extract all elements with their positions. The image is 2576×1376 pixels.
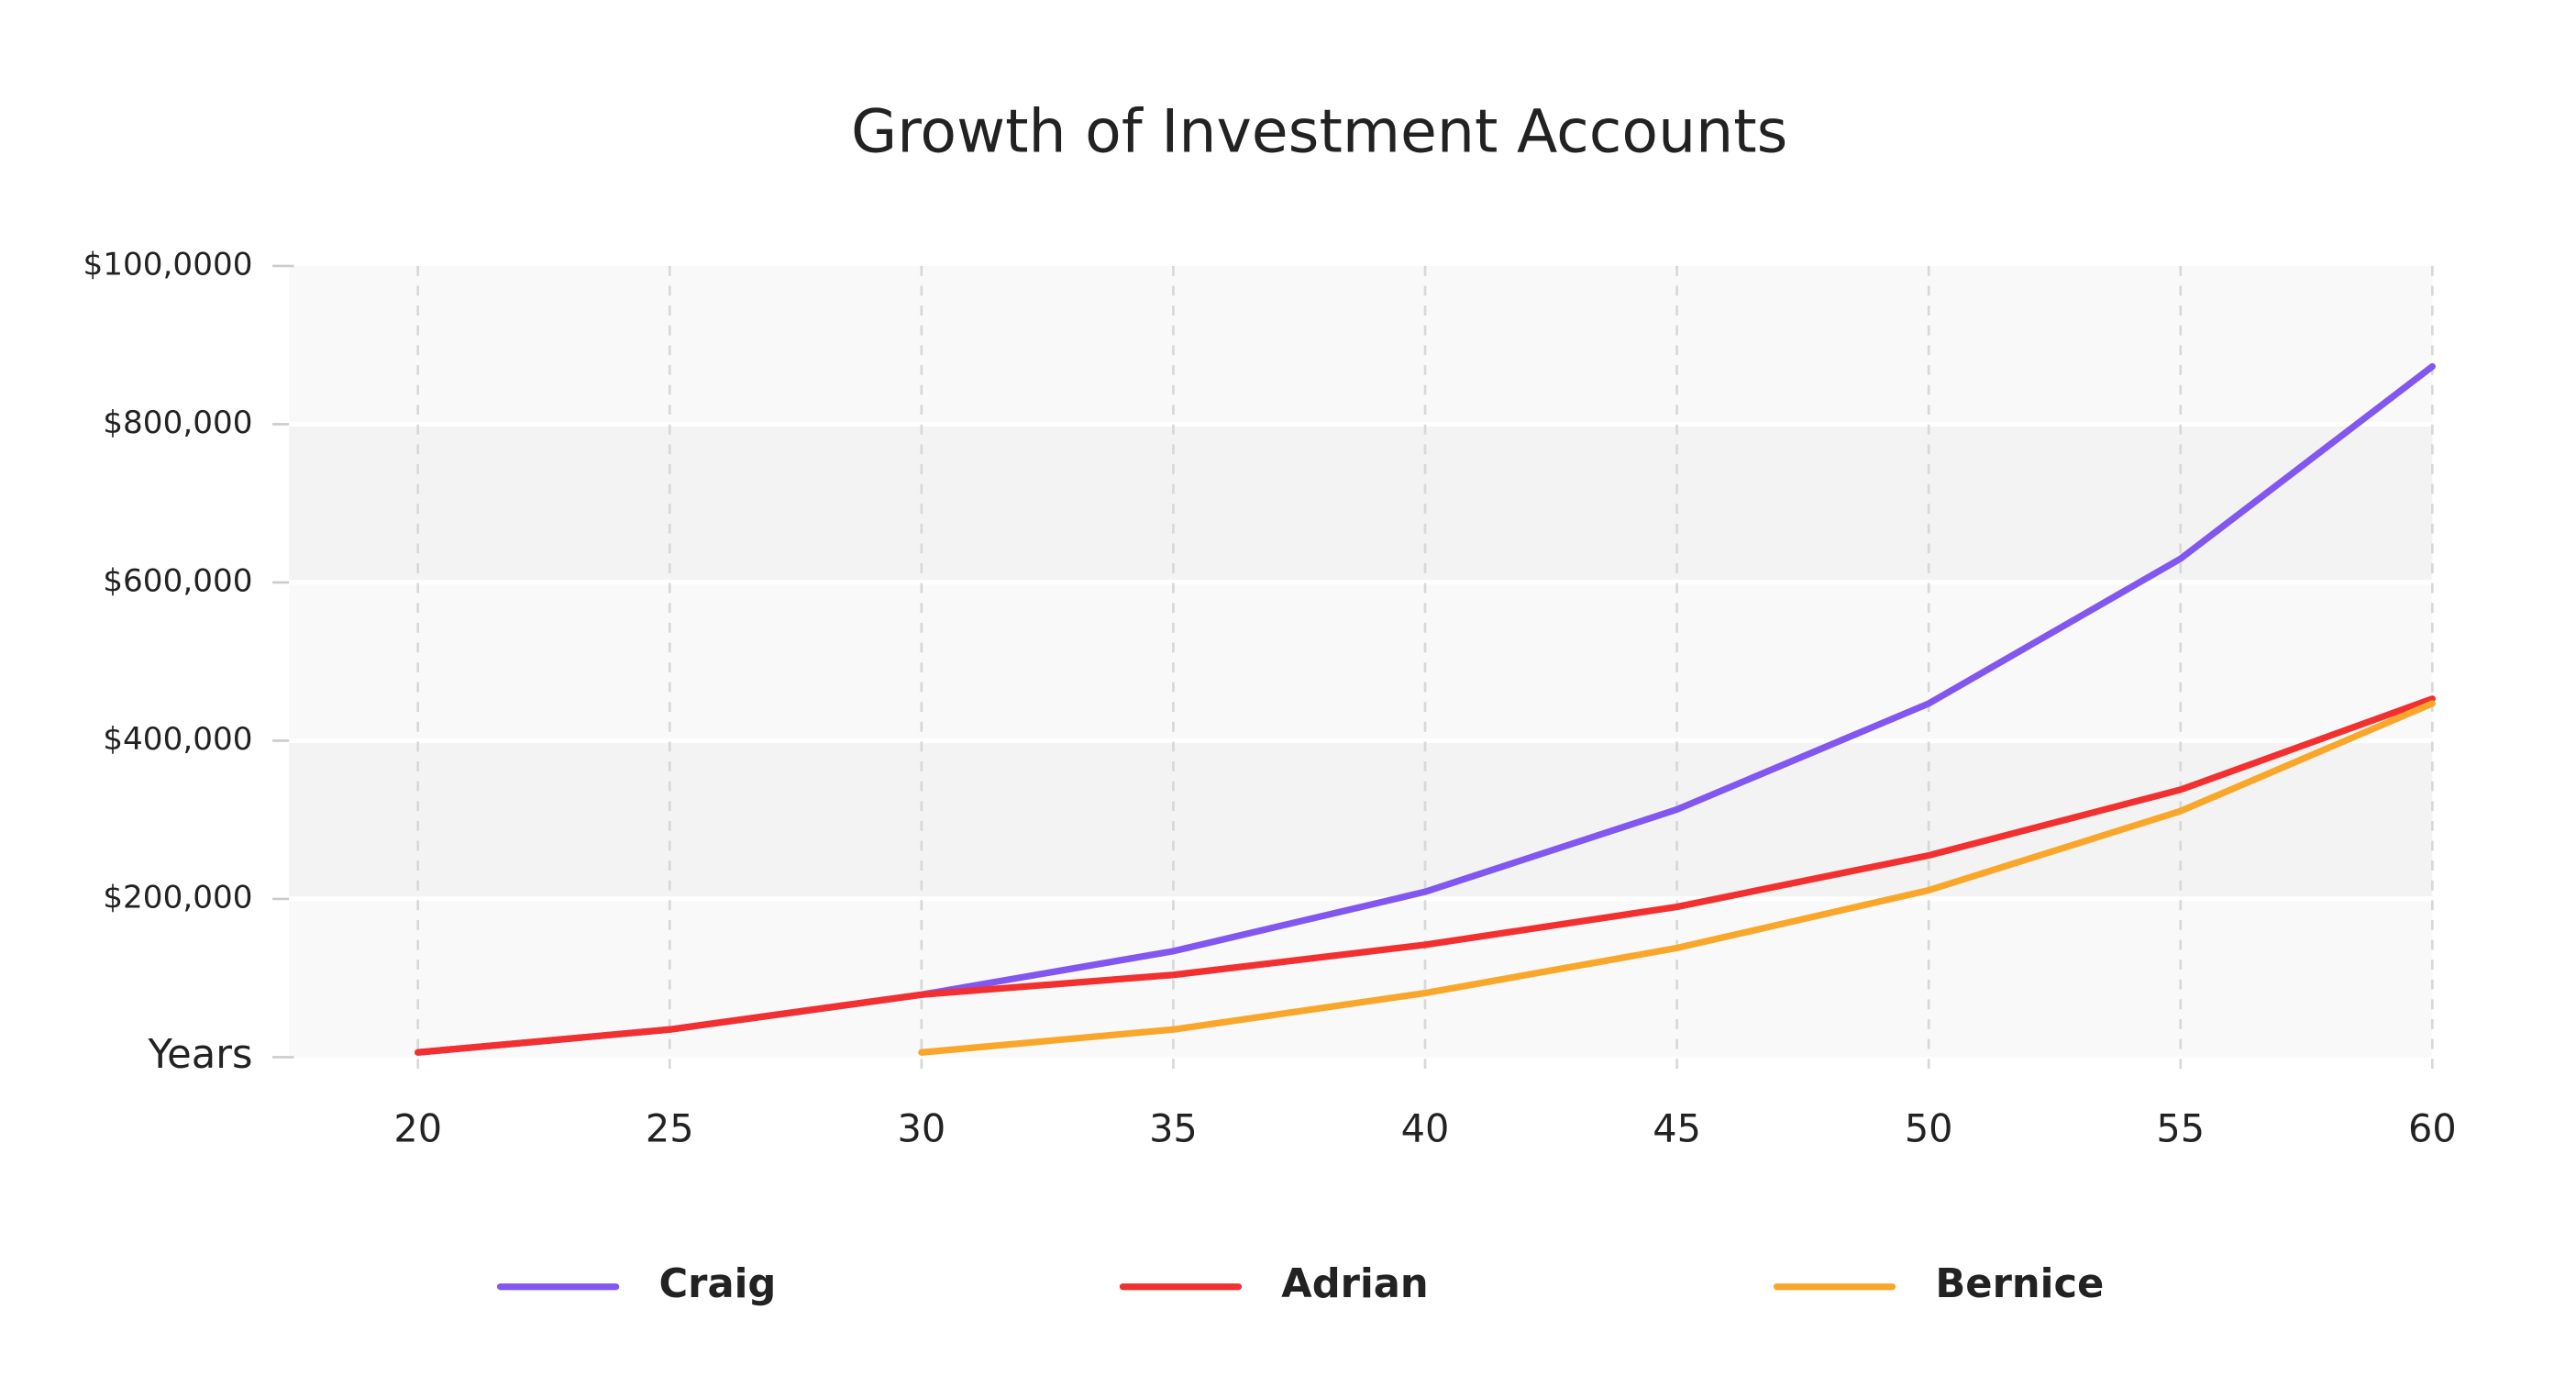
legend-label: Bernice (1935, 1261, 2104, 1307)
y-tick-label: Years (148, 1032, 253, 1078)
y-tick-label: $800,000 (103, 405, 252, 441)
series-line (918, 700, 2436, 1056)
y-tick-label: $100,0000 (83, 246, 253, 283)
chart-title: Growth of Investment Accounts (851, 97, 1787, 166)
x-tick-label: 30 (898, 1106, 946, 1150)
x-tick-label: 25 (646, 1106, 694, 1150)
x-tick-label: 35 (1149, 1106, 1198, 1150)
x-tick-label: 55 (2156, 1106, 2205, 1150)
plot-band (289, 582, 2433, 741)
y-tick-label: $600,000 (103, 562, 252, 599)
y-tick-label: $400,000 (103, 721, 252, 758)
legend-label: Adrian (1281, 1261, 1428, 1307)
legend-label: Craig (658, 1261, 776, 1307)
plot-band (289, 740, 2433, 899)
series-line (415, 695, 2436, 1056)
x-tick-label: 50 (1905, 1106, 1953, 1150)
x-tick-label: 45 (1653, 1106, 1701, 1150)
x-tick-label: 60 (2408, 1106, 2457, 1150)
x-tick-label: 40 (1401, 1106, 1450, 1150)
plot-band (289, 424, 2433, 583)
x-tick-label: 20 (393, 1106, 442, 1150)
plot-band (289, 265, 2433, 425)
y-tick-label: $200,000 (103, 879, 252, 915)
